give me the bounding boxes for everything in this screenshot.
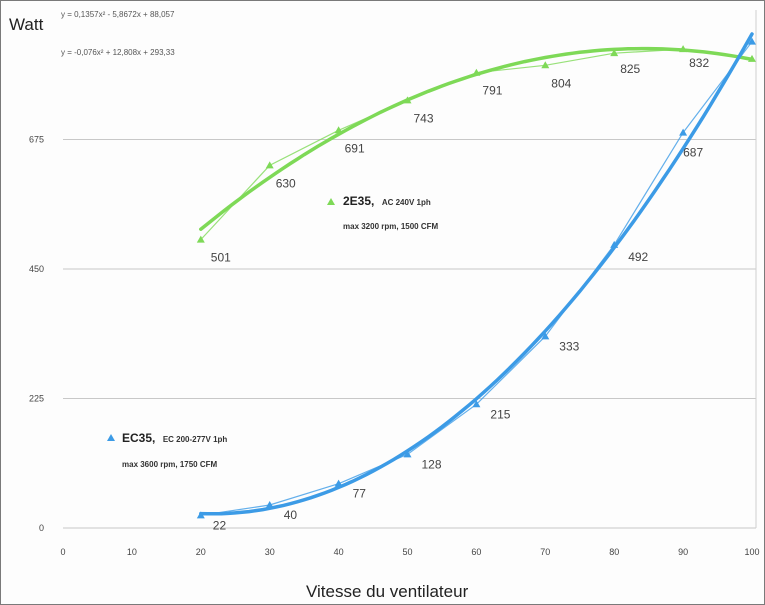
data-label: 501 — [211, 251, 231, 265]
data-point-marker — [403, 96, 412, 104]
legend-marker-2e35 — [327, 198, 335, 205]
data-labels: 501 630 691 743 791 804 825 832 22 40 77 128 215 333 4… — [211, 56, 710, 532]
x-tick-label: 50 — [402, 547, 412, 557]
x-tick-label: 60 — [471, 547, 481, 557]
legend-label-2e35: 2E35, AC 240V 1ph — [343, 192, 431, 209]
data-label: 825 — [620, 62, 640, 76]
y-axis-title: Watt — [9, 15, 44, 34]
data-label: 128 — [422, 457, 442, 471]
x-tick-label: 80 — [609, 547, 619, 557]
y-tick-label: 675 — [29, 135, 44, 145]
data-label: 687 — [683, 146, 703, 160]
series-1 — [196, 32, 756, 519]
series-layer — [196, 32, 756, 519]
y-tick-label: 450 — [29, 264, 44, 274]
data-label: 22 — [213, 518, 227, 532]
data-point-marker — [196, 511, 205, 519]
legend-2e35: 2E35, AC 240V 1ph max 3200 rpm, 1500 CFM — [327, 192, 438, 231]
x-tick-label: 20 — [196, 547, 206, 557]
x-tick-label: 10 — [127, 547, 137, 557]
x-tick-label: 30 — [265, 547, 275, 557]
y-tick-label: 0 — [39, 523, 44, 533]
data-point-marker — [403, 450, 412, 458]
x-tick-label: 100 — [744, 547, 759, 557]
trendline-1 — [199, 32, 754, 516]
data-point-marker — [334, 126, 343, 134]
legend-name-2e35: 2E35, — [343, 194, 374, 208]
data-point-marker — [472, 68, 481, 76]
data-point-marker — [679, 128, 688, 136]
x-tick-label: 40 — [334, 547, 344, 557]
data-label: 691 — [345, 141, 365, 155]
series-line-1 — [200, 41, 753, 516]
data-label: 333 — [559, 339, 579, 353]
trend-equation-ec35: y = 0,1357x² - 5,8672x + 88,057 — [61, 10, 175, 19]
data-label: 492 — [628, 250, 648, 264]
data-point-marker — [610, 49, 619, 57]
legend-label-ec35: EC35, EC 200-277V 1ph — [122, 429, 227, 446]
legend-ec35: EC35, EC 200-277V 1ph max 3600 rpm, 1750… — [107, 429, 227, 469]
x-tick-label: 90 — [678, 547, 688, 557]
data-point-marker — [472, 400, 481, 408]
x-tick-label: 70 — [540, 547, 550, 557]
legend-note-ec35: max 3600 rpm, 1750 CFM — [122, 460, 217, 469]
data-point-marker — [748, 37, 756, 45]
data-point-marker — [541, 61, 550, 69]
data-point-marker — [196, 235, 205, 243]
legend-name-ec35: EC35, — [122, 431, 155, 445]
y-tick-label: 225 — [29, 394, 44, 404]
data-label: 215 — [490, 407, 510, 421]
data-label: 791 — [482, 84, 502, 98]
data-point-marker — [748, 54, 756, 62]
data-point-marker — [334, 479, 343, 487]
x-tick-label: 0 — [60, 547, 65, 557]
data-point-marker — [610, 240, 619, 248]
legend-detail-ec35: EC 200-277V 1ph — [163, 435, 228, 444]
data-label: 77 — [353, 487, 367, 501]
data-point-marker — [265, 161, 274, 169]
legend-note-2e35: max 3200 rpm, 1500 CFM — [343, 222, 438, 231]
x-axis-ticks: 0 10 20 30 40 50 60 70 80 90 100 — [60, 547, 759, 557]
series-0 — [196, 45, 756, 243]
data-label: 630 — [276, 176, 296, 190]
grid-lines — [63, 10, 757, 529]
legend-detail-2e35: AC 240V 1ph — [382, 198, 431, 207]
x-axis-title: Vitesse du ventilateur — [306, 582, 469, 601]
data-point-marker — [265, 500, 274, 508]
data-point-marker — [541, 332, 550, 340]
series-line-0 — [200, 48, 753, 241]
data-label: 743 — [414, 111, 434, 125]
data-label: 40 — [284, 508, 298, 522]
data-label: 832 — [689, 56, 709, 70]
legend-marker-ec35 — [107, 434, 115, 441]
data-point-marker — [679, 45, 688, 53]
data-label: 804 — [551, 76, 571, 90]
trend-equation-2e35: y = -0,076x² + 12,808x + 293,33 — [61, 48, 175, 57]
y-axis-ticks: 0 225 450 675 — [29, 135, 44, 534]
